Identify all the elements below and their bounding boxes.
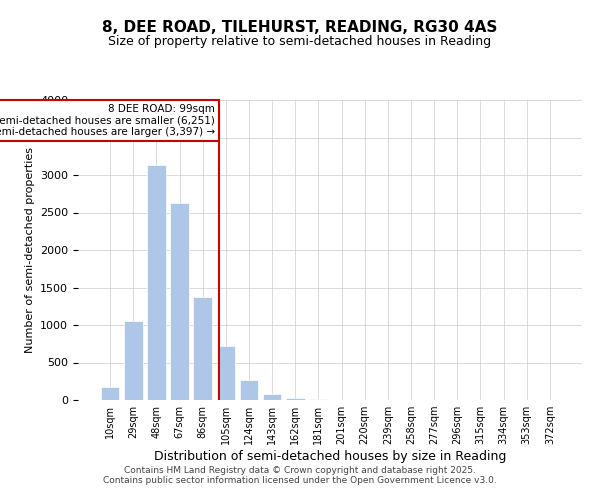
Text: Contains HM Land Registry data © Crown copyright and database right 2025.
Contai: Contains HM Land Registry data © Crown c…	[103, 466, 497, 485]
X-axis label: Distribution of semi-detached houses by size in Reading: Distribution of semi-detached houses by …	[154, 450, 506, 463]
Bar	[217, 346, 235, 400]
Y-axis label: Number of semi-detached properties: Number of semi-detached properties	[25, 147, 35, 353]
Text: 8, DEE ROAD, TILEHURST, READING, RG30 4AS: 8, DEE ROAD, TILEHURST, READING, RG30 4A…	[103, 20, 497, 35]
Bar	[286, 398, 305, 400]
Bar	[147, 164, 166, 400]
Text: 8 DEE ROAD: 99sqm
← 64% of semi-detached houses are smaller (6,251)
35% of semi-: 8 DEE ROAD: 99sqm ← 64% of semi-detached…	[0, 104, 215, 137]
Bar	[170, 203, 189, 400]
Bar	[309, 399, 328, 400]
Bar	[193, 296, 212, 400]
Bar	[240, 380, 258, 400]
Text: Size of property relative to semi-detached houses in Reading: Size of property relative to semi-detach…	[109, 35, 491, 48]
Bar	[101, 387, 119, 400]
Bar	[124, 320, 143, 400]
Bar	[263, 394, 281, 400]
